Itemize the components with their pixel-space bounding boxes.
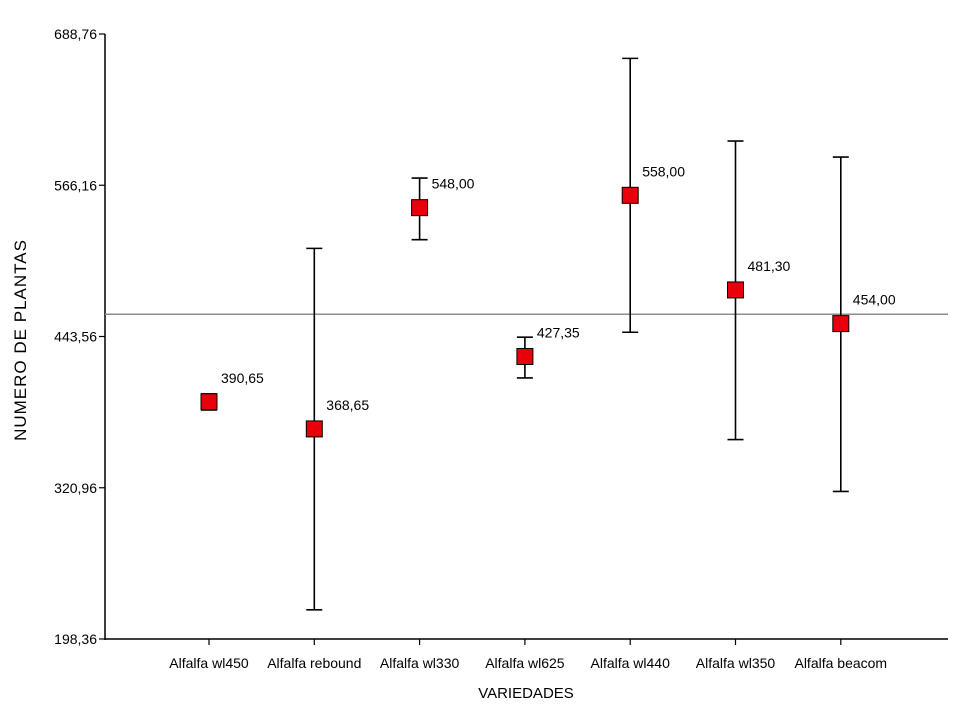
x-tick-label: Alfalfa beacom	[794, 655, 887, 671]
axes: 688,76 566,16 443,56 320,96 198,36 Alfalfa wl…	[54, 26, 948, 671]
x-tick-label: Alfalfa wl625	[485, 655, 565, 671]
x-tick-label: Alfalfa rebound	[267, 655, 361, 671]
data-point	[305, 420, 323, 438]
data-label: 368,65	[326, 397, 369, 413]
y-tick-label: 443,56	[54, 329, 97, 345]
data-label: 548,00	[432, 176, 475, 192]
data-point	[727, 281, 744, 299]
y-tick-label: 320,96	[54, 480, 97, 496]
data-label: 481,30	[748, 258, 791, 274]
data-point	[832, 315, 850, 333]
data-point	[411, 199, 429, 217]
data-point	[516, 347, 534, 365]
data-point	[621, 186, 639, 204]
data-label: 558,00	[642, 163, 685, 179]
data-label: 390,65	[221, 370, 264, 386]
y-tick-label: 198,36	[54, 631, 97, 647]
x-tick-label: Alfalfa wl350	[696, 655, 776, 671]
x-tick-label: Alfalfa wl450	[169, 655, 249, 671]
x-tick-label: Alfalfa wl330	[380, 655, 460, 671]
x-axis-label: VARIEDADES	[478, 685, 574, 702]
y-tick-label: 566,16	[54, 177, 97, 193]
data-label: 454,00	[853, 292, 896, 308]
x-tick-label: Alfalfa wl440	[591, 655, 671, 671]
data-label: 427,35	[537, 324, 580, 340]
y-tick-label: 688,76	[54, 26, 97, 42]
chart-marks: 390,65 368,65 548,00 427,35 558,00 481,30 454,…	[105, 57, 948, 611]
y-axis-label: NUMERO DE PLANTAS	[11, 239, 30, 441]
data-point	[200, 393, 218, 411]
